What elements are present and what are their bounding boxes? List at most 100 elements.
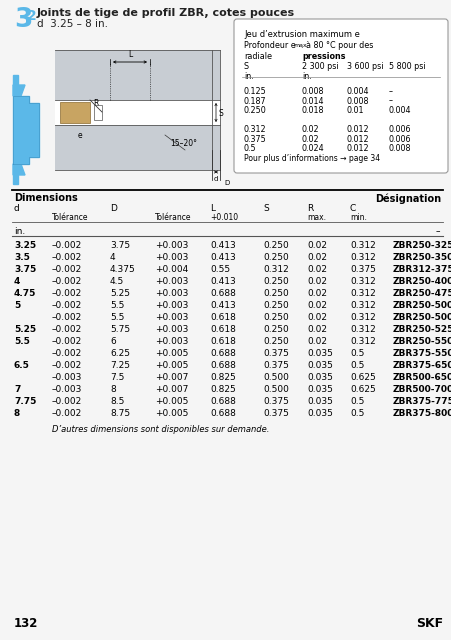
Bar: [55, 50, 220, 100]
Text: ZBR500-7000-750E6W: ZBR500-7000-750E6W: [392, 385, 451, 394]
Text: 0.02: 0.02: [306, 265, 326, 274]
Text: Dimensions: Dimensions: [14, 193, 78, 203]
Text: 0.413: 0.413: [210, 301, 235, 310]
Text: 0.006: 0.006: [388, 134, 410, 143]
Text: 0.312: 0.312: [349, 277, 375, 286]
Text: 0.312: 0.312: [349, 289, 375, 298]
Text: 0.688: 0.688: [210, 349, 235, 358]
Text: 0.500: 0.500: [262, 373, 288, 382]
Text: d  3.25 – 8 in.: d 3.25 – 8 in.: [37, 19, 108, 29]
Text: +0.005: +0.005: [155, 409, 188, 418]
Text: Tolérance: Tolérance: [155, 213, 191, 222]
Text: R: R: [306, 204, 313, 213]
Bar: [60, 102, 90, 123]
Text: 0.413: 0.413: [210, 277, 235, 286]
Text: 3 600 psi: 3 600 psi: [346, 62, 382, 71]
Text: 0.825: 0.825: [210, 385, 235, 394]
Text: 0.688: 0.688: [210, 409, 235, 418]
Text: 0.5: 0.5: [349, 409, 364, 418]
Text: 0.688: 0.688: [210, 289, 235, 298]
Text: 4.75: 4.75: [14, 289, 36, 298]
Text: L: L: [210, 204, 215, 213]
Text: 0.02: 0.02: [306, 289, 326, 298]
Text: +0.005: +0.005: [155, 349, 188, 358]
Text: 0.018: 0.018: [301, 106, 324, 115]
Text: 2 300 psi: 2 300 psi: [301, 62, 338, 71]
Text: –0.002: –0.002: [52, 265, 82, 274]
Text: S: S: [244, 62, 249, 71]
Text: in.: in.: [14, 227, 25, 236]
Text: 0.02: 0.02: [301, 125, 319, 134]
Text: ZBR500-6500-750E6W: ZBR500-6500-750E6W: [392, 373, 451, 382]
Text: 0.375: 0.375: [262, 409, 288, 418]
Text: 0.688: 0.688: [210, 361, 235, 370]
Text: 0.375: 0.375: [349, 265, 375, 274]
Text: d: d: [213, 176, 218, 182]
Text: 3.75: 3.75: [110, 241, 130, 250]
Text: 0.312: 0.312: [349, 325, 375, 334]
Text: 7.75: 7.75: [14, 397, 36, 406]
Text: D: D: [224, 180, 229, 186]
Text: –0.002: –0.002: [52, 349, 82, 358]
Text: +0.004: +0.004: [155, 265, 188, 274]
Text: ZBR250-4750-625-E6W: ZBR250-4750-625-E6W: [392, 289, 451, 298]
Text: 0.035: 0.035: [306, 409, 332, 418]
Text: 5.75: 5.75: [110, 325, 130, 334]
Text: 0.012: 0.012: [346, 134, 369, 143]
Text: 0.02: 0.02: [301, 134, 319, 143]
Text: ZBR250-4000-375-E6W: ZBR250-4000-375-E6W: [392, 277, 451, 286]
Text: +0.005: +0.005: [155, 361, 188, 370]
Text: 3.5: 3.5: [14, 253, 30, 262]
Text: ZBR250-5000-375-E6W: ZBR250-5000-375-E6W: [392, 301, 451, 310]
Text: –0.002: –0.002: [52, 361, 82, 370]
Text: 0.035: 0.035: [306, 373, 332, 382]
Text: pressions: pressions: [301, 52, 345, 61]
Text: 0.312: 0.312: [349, 313, 375, 322]
Text: 5.25: 5.25: [14, 325, 36, 334]
Text: +0.005: +0.005: [155, 397, 188, 406]
Text: 0.413: 0.413: [210, 253, 235, 262]
Text: 0.187: 0.187: [244, 97, 266, 106]
Text: 3.25: 3.25: [14, 241, 36, 250]
Text: 0.250: 0.250: [262, 301, 288, 310]
Text: R: R: [93, 99, 98, 109]
Text: +0.007: +0.007: [155, 385, 188, 394]
Text: L: L: [128, 50, 132, 59]
Text: 8: 8: [14, 409, 20, 418]
Text: 6.25: 6.25: [110, 349, 130, 358]
Text: 7: 7: [14, 385, 20, 394]
Text: –0.002: –0.002: [52, 289, 82, 298]
Text: –0.002: –0.002: [52, 325, 82, 334]
Text: 0.250: 0.250: [262, 337, 288, 346]
Text: 0.688: 0.688: [210, 397, 235, 406]
Polygon shape: [13, 75, 18, 85]
Text: 0.035: 0.035: [306, 397, 332, 406]
Text: 0.375: 0.375: [262, 361, 288, 370]
Text: 0.312: 0.312: [349, 253, 375, 262]
Text: ZBR375-6500-625-E6W: ZBR375-6500-625-E6W: [392, 361, 451, 370]
Text: 2: 2: [27, 9, 37, 23]
Text: +0.003: +0.003: [155, 289, 188, 298]
Text: 0.312: 0.312: [349, 337, 375, 346]
Text: S: S: [262, 204, 268, 213]
Text: C: C: [349, 204, 355, 213]
Text: 0.618: 0.618: [210, 313, 235, 322]
Text: .: .: [24, 7, 31, 26]
Text: 7.5: 7.5: [110, 373, 124, 382]
Text: 0.014: 0.014: [301, 97, 324, 106]
Text: –: –: [388, 87, 392, 96]
Text: 0.02: 0.02: [306, 337, 326, 346]
Polygon shape: [13, 85, 25, 96]
Text: 0.012: 0.012: [346, 125, 369, 134]
Text: +0.010: +0.010: [210, 213, 238, 222]
Text: ZBR250-5000-562-E6W: ZBR250-5000-562-E6W: [392, 313, 451, 322]
Text: Jeu d’extrusion maximum e: Jeu d’extrusion maximum e: [244, 30, 359, 39]
Text: 0.5: 0.5: [349, 361, 364, 370]
Text: Joints de tige de profil ZBR, cotes pouces: Joints de tige de profil ZBR, cotes pouc…: [37, 8, 295, 18]
Text: 0.008: 0.008: [388, 144, 410, 153]
Text: 0.500: 0.500: [262, 385, 288, 394]
Text: –0.002: –0.002: [52, 409, 82, 418]
Text: 0.5: 0.5: [349, 349, 364, 358]
Text: ZBR250-3500-375-E6W: ZBR250-3500-375-E6W: [392, 253, 451, 262]
FancyBboxPatch shape: [234, 19, 447, 173]
